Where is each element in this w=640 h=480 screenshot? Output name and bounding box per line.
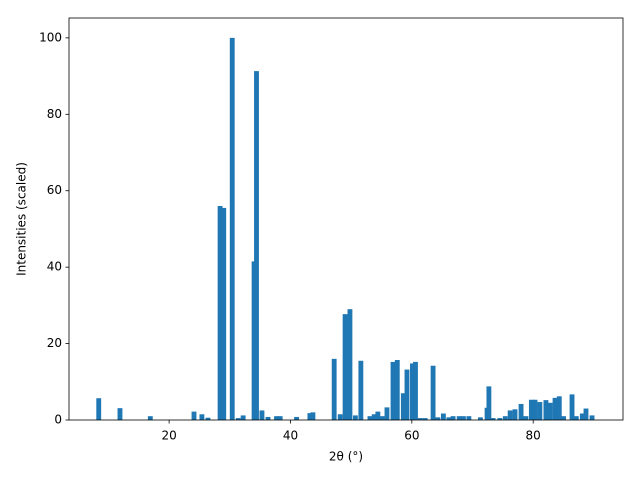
bar (404, 369, 410, 420)
x-axis-label: 2θ (°) (329, 450, 363, 464)
x-tick-label: 60 (404, 429, 419, 443)
bar (310, 412, 316, 420)
bar (552, 397, 558, 420)
bar (561, 416, 566, 420)
bar (371, 414, 377, 420)
axes-frame (68, 17, 624, 421)
bar (265, 416, 271, 420)
y-tick-label: 60 (47, 183, 62, 197)
bar (556, 396, 562, 420)
x-tick-label: 20 (161, 429, 176, 443)
bar (528, 399, 534, 420)
bar (307, 413, 313, 420)
x-tick-label: 40 (283, 429, 298, 443)
bar (440, 413, 446, 420)
bar (221, 207, 227, 420)
bar (456, 416, 462, 420)
x-tick-label: 80 (526, 429, 541, 443)
bar (460, 416, 466, 420)
y-tick-label: 100 (39, 30, 62, 44)
bar (466, 416, 472, 420)
bar (417, 418, 423, 420)
bar (413, 361, 418, 420)
bar (523, 416, 529, 420)
y-tick-label: 40 (47, 260, 62, 274)
y-tick-label: 20 (47, 336, 62, 350)
bar (235, 418, 241, 420)
bar (497, 418, 503, 420)
bar (430, 365, 436, 420)
bar (117, 408, 123, 420)
bar (537, 402, 543, 420)
bar (490, 418, 496, 420)
bar (294, 416, 299, 420)
bar (274, 416, 279, 420)
bar (375, 411, 381, 420)
bar (450, 416, 456, 420)
bar (569, 394, 575, 420)
bar (347, 309, 353, 420)
bar (199, 414, 205, 420)
bar (205, 417, 211, 420)
bar (532, 399, 538, 420)
bar (477, 417, 483, 420)
bar (331, 358, 337, 420)
bar (384, 407, 390, 420)
bar (410, 363, 415, 420)
bar (229, 37, 235, 420)
bar (435, 417, 441, 420)
bar (507, 410, 513, 420)
bar (512, 409, 518, 420)
bar (259, 410, 265, 420)
bar (379, 416, 385, 420)
bar (337, 414, 343, 420)
bar (543, 400, 549, 420)
bar (191, 411, 197, 420)
bar (589, 415, 595, 420)
bar (147, 416, 153, 420)
bar (277, 416, 283, 420)
bar (583, 408, 589, 420)
bar (518, 403, 524, 420)
y-axis-label: Intensities (scaled) (15, 162, 29, 276)
bar (367, 416, 373, 420)
bar (352, 415, 358, 420)
bar (579, 413, 585, 420)
bar (502, 416, 508, 420)
y-tick-label: 0 (54, 413, 62, 427)
bar (96, 398, 102, 420)
bar (422, 418, 428, 420)
bar (486, 386, 492, 420)
bar (547, 402, 553, 420)
bar (390, 361, 396, 420)
bar (217, 206, 223, 420)
bar (358, 360, 364, 420)
bar (394, 360, 400, 420)
bar (342, 314, 348, 420)
bar (254, 71, 259, 420)
bar (240, 415, 246, 420)
bar (573, 416, 579, 420)
y-tick-label: 80 (47, 107, 62, 121)
bar (446, 417, 452, 420)
bar (400, 393, 406, 420)
